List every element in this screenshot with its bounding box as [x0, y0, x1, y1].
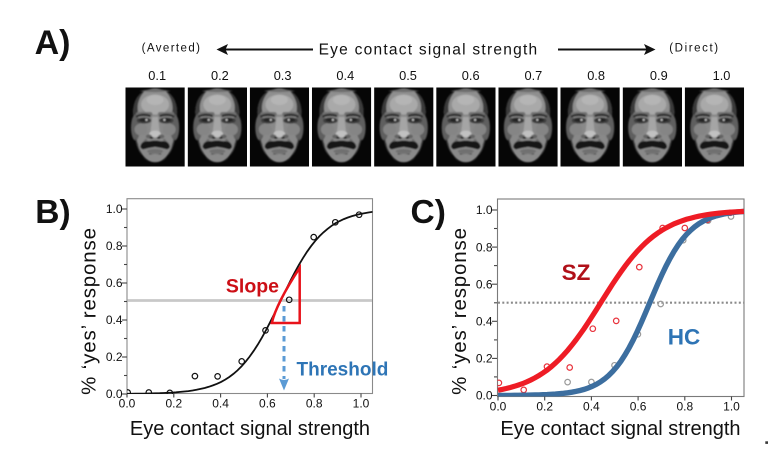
svg-text:1.0: 1.0 [106, 202, 123, 216]
svg-text:0.4: 0.4 [212, 396, 229, 410]
svg-text:0.4: 0.4 [476, 315, 493, 329]
svg-text:1.0: 1.0 [713, 68, 731, 83]
svg-text:HC: HC [668, 325, 701, 350]
svg-text:0.2: 0.2 [536, 399, 553, 413]
svg-text:0.4: 0.4 [336, 68, 354, 83]
svg-text:% ‘yes’ response: % ‘yes’ response [78, 227, 101, 395]
svg-text:0.3: 0.3 [274, 68, 292, 83]
svg-text:0.7: 0.7 [525, 68, 543, 83]
svg-text:0.6: 0.6 [259, 396, 276, 410]
svg-text:0.6: 0.6 [476, 277, 493, 291]
svg-text:0.0: 0.0 [106, 387, 123, 401]
svg-text:(Direct): (Direct) [669, 42, 720, 54]
svg-text:0.8: 0.8 [676, 399, 693, 413]
svg-text:Eye contact signal strength: Eye contact signal strength [500, 418, 740, 440]
svg-text:0.2: 0.2 [211, 68, 229, 83]
svg-text:Eye contact signal strength: Eye contact signal strength [319, 41, 539, 58]
svg-text:0.6: 0.6 [106, 276, 123, 290]
svg-text:0.0: 0.0 [119, 396, 136, 410]
svg-text:SZ: SZ [562, 260, 591, 285]
svg-text:0.8: 0.8 [306, 396, 323, 410]
svg-text:0.8: 0.8 [476, 240, 493, 254]
svg-text:0.4: 0.4 [583, 399, 600, 413]
svg-text:0.0: 0.0 [476, 389, 493, 403]
svg-text:1.0: 1.0 [353, 396, 370, 410]
svg-text:B): B) [35, 194, 70, 231]
svg-text:% ‘yes’ response: % ‘yes’ response [448, 227, 471, 395]
svg-text:Threshold: Threshold [297, 360, 389, 381]
svg-text:Eye contact signal strength: Eye contact signal strength [130, 418, 370, 440]
svg-text:A): A) [35, 24, 71, 62]
svg-text:1.0: 1.0 [476, 203, 493, 217]
svg-text:0.6: 0.6 [630, 399, 647, 413]
svg-text:0.5: 0.5 [399, 68, 417, 83]
svg-text:0.8: 0.8 [587, 68, 605, 83]
svg-text:0.8: 0.8 [106, 239, 123, 253]
svg-text:0.2: 0.2 [476, 352, 493, 366]
svg-text:C): C) [411, 194, 446, 231]
svg-text:1.0: 1.0 [723, 399, 740, 413]
svg-text:0.0: 0.0 [490, 399, 507, 413]
svg-text:0.1: 0.1 [148, 68, 166, 83]
svg-text:0.4: 0.4 [106, 313, 123, 327]
svg-text:0.6: 0.6 [462, 68, 480, 83]
svg-text:(Averted): (Averted) [142, 42, 202, 54]
svg-text:0.9: 0.9 [650, 68, 668, 83]
svg-text:0.2: 0.2 [165, 396, 182, 410]
svg-text:0.2: 0.2 [106, 350, 123, 364]
svg-text:Slope: Slope [226, 275, 279, 297]
